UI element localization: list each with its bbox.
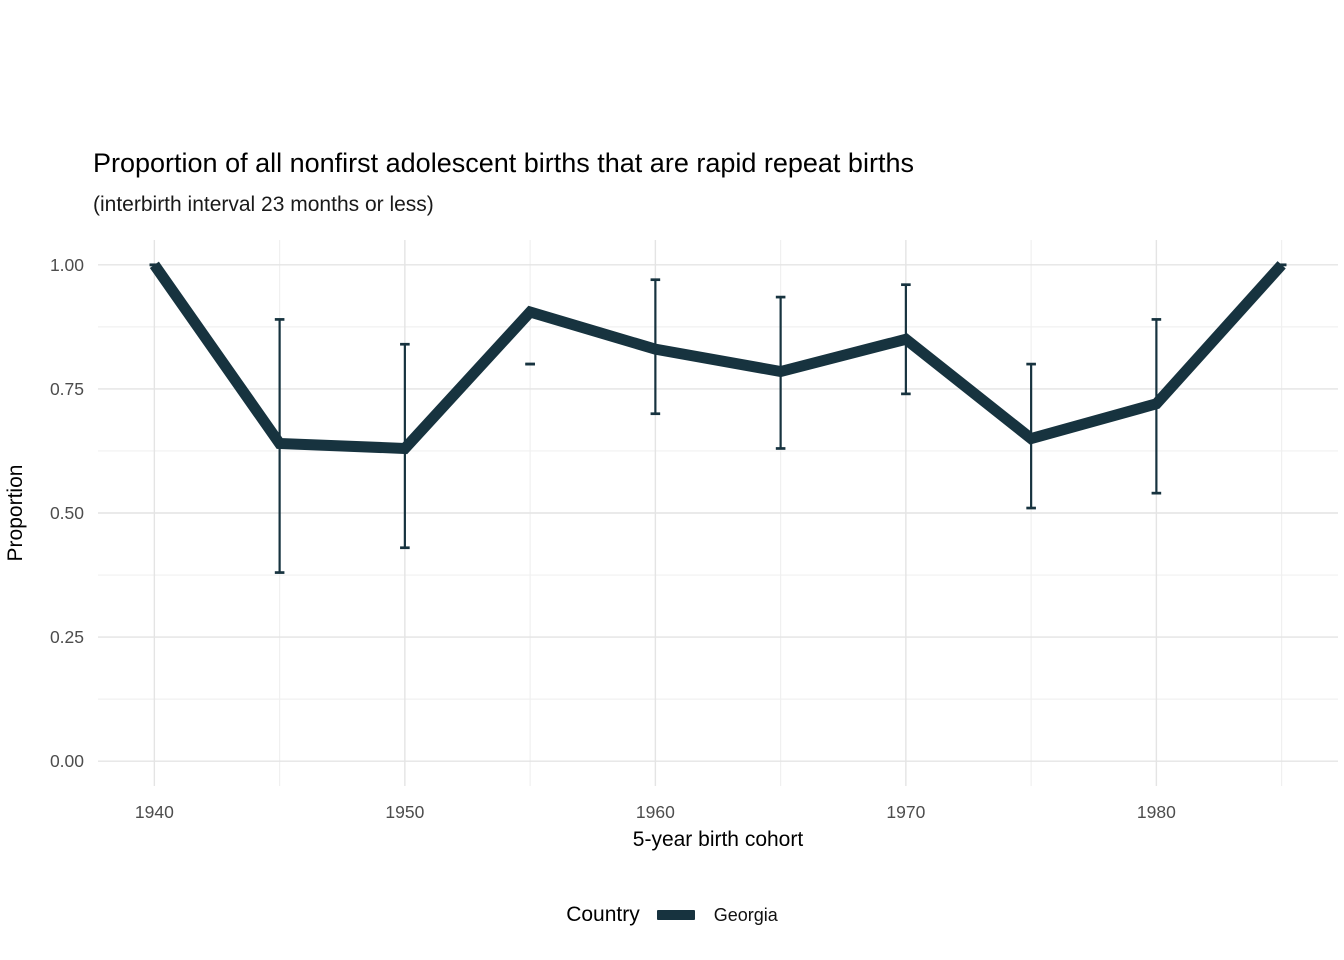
x-tick-label: 1950 <box>385 802 424 822</box>
x-tick-label: 1960 <box>636 802 675 822</box>
data-line-georgia <box>149 261 1286 455</box>
x-tick-label: 1970 <box>886 802 925 822</box>
x-tick-label: 1980 <box>1137 802 1176 822</box>
y-tick-label: 0.00 <box>50 751 84 771</box>
y-tick-label: 1.00 <box>50 255 84 275</box>
legend-title: Country <box>566 903 640 926</box>
legend: Country Georgia <box>0 903 1344 927</box>
legend-swatch-georgia <box>656 910 695 920</box>
y-axis-title: Proportion <box>4 464 27 562</box>
x-tick-label: 1940 <box>135 802 174 822</box>
chart-subtitle: (interbirth interval 23 months or less) <box>93 193 434 216</box>
legend-label-georgia: Georgia <box>713 904 778 925</box>
y-tick-label: 0.75 <box>50 379 84 399</box>
y-tick-label: 0.25 <box>50 627 84 647</box>
chart-title: Proportion of all nonfirst adolescent bi… <box>93 148 914 178</box>
x-axis-title: 5-year birth cohort <box>632 828 804 851</box>
y-tick-label: 0.50 <box>50 503 84 523</box>
